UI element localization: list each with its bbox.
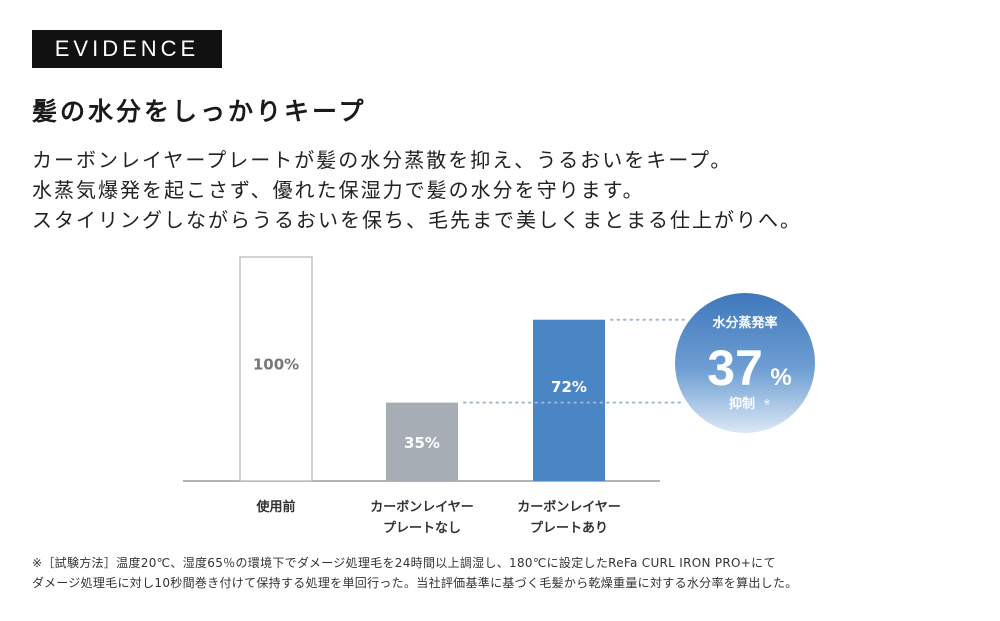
footnote-line: ダメージ処理毛に対し10秒間巻き付けて保持する処理を単回行った。当社評価基準に基…: [32, 576, 798, 590]
body-line: カーボンレイヤープレートが髪の水分蒸散を抑え、うるおいをキープ。: [32, 148, 733, 172]
body-line: 水蒸気爆発を起こさず、優れた保湿力で髪の水分を守ります。: [32, 178, 645, 202]
body-line: スタイリングしながらうるおいを保ち、毛先まで美しくまとまる仕上がりへ。: [32, 208, 802, 232]
bar-value-label: 72%: [551, 378, 587, 396]
category-label: カーボンレイヤー: [517, 499, 621, 515]
category-label: 使用前: [255, 499, 295, 515]
bar-2: [386, 402, 458, 481]
footnote: ※［試験方法］温度20℃、湿度65％の環境下でダメージ処理毛を24時間以上調湿し…: [32, 553, 992, 593]
category-label: カーボンレイヤー: [370, 499, 474, 515]
bar-value-label: 100%: [253, 355, 299, 373]
callout-note-mark: ※: [764, 398, 771, 407]
body-copy: カーボンレイヤープレートが髪の水分蒸散を抑え、うるおいをキープ。 水蒸気爆発を起…: [32, 145, 982, 235]
callout-circle: [675, 293, 815, 433]
callout-unit: %: [770, 364, 791, 391]
callout-title: 水分蒸発率: [712, 315, 777, 331]
evidence-badge: EVIDENCE: [32, 30, 222, 68]
bar-1: [239, 256, 313, 482]
bar-value-label: 35%: [404, 434, 440, 452]
bar-3: [533, 319, 605, 481]
category-label: プレートあり: [530, 521, 608, 536]
section-headline: 髪の水分をしっかりキープ: [32, 97, 367, 126]
category-label: プレートなし: [383, 521, 461, 536]
callout-caption: 抑制: [729, 396, 755, 412]
callout-value: 37: [707, 340, 763, 396]
footnote-line: ※［試験方法］温度20℃、湿度65％の環境下でダメージ処理毛を24時間以上調湿し…: [32, 556, 776, 570]
